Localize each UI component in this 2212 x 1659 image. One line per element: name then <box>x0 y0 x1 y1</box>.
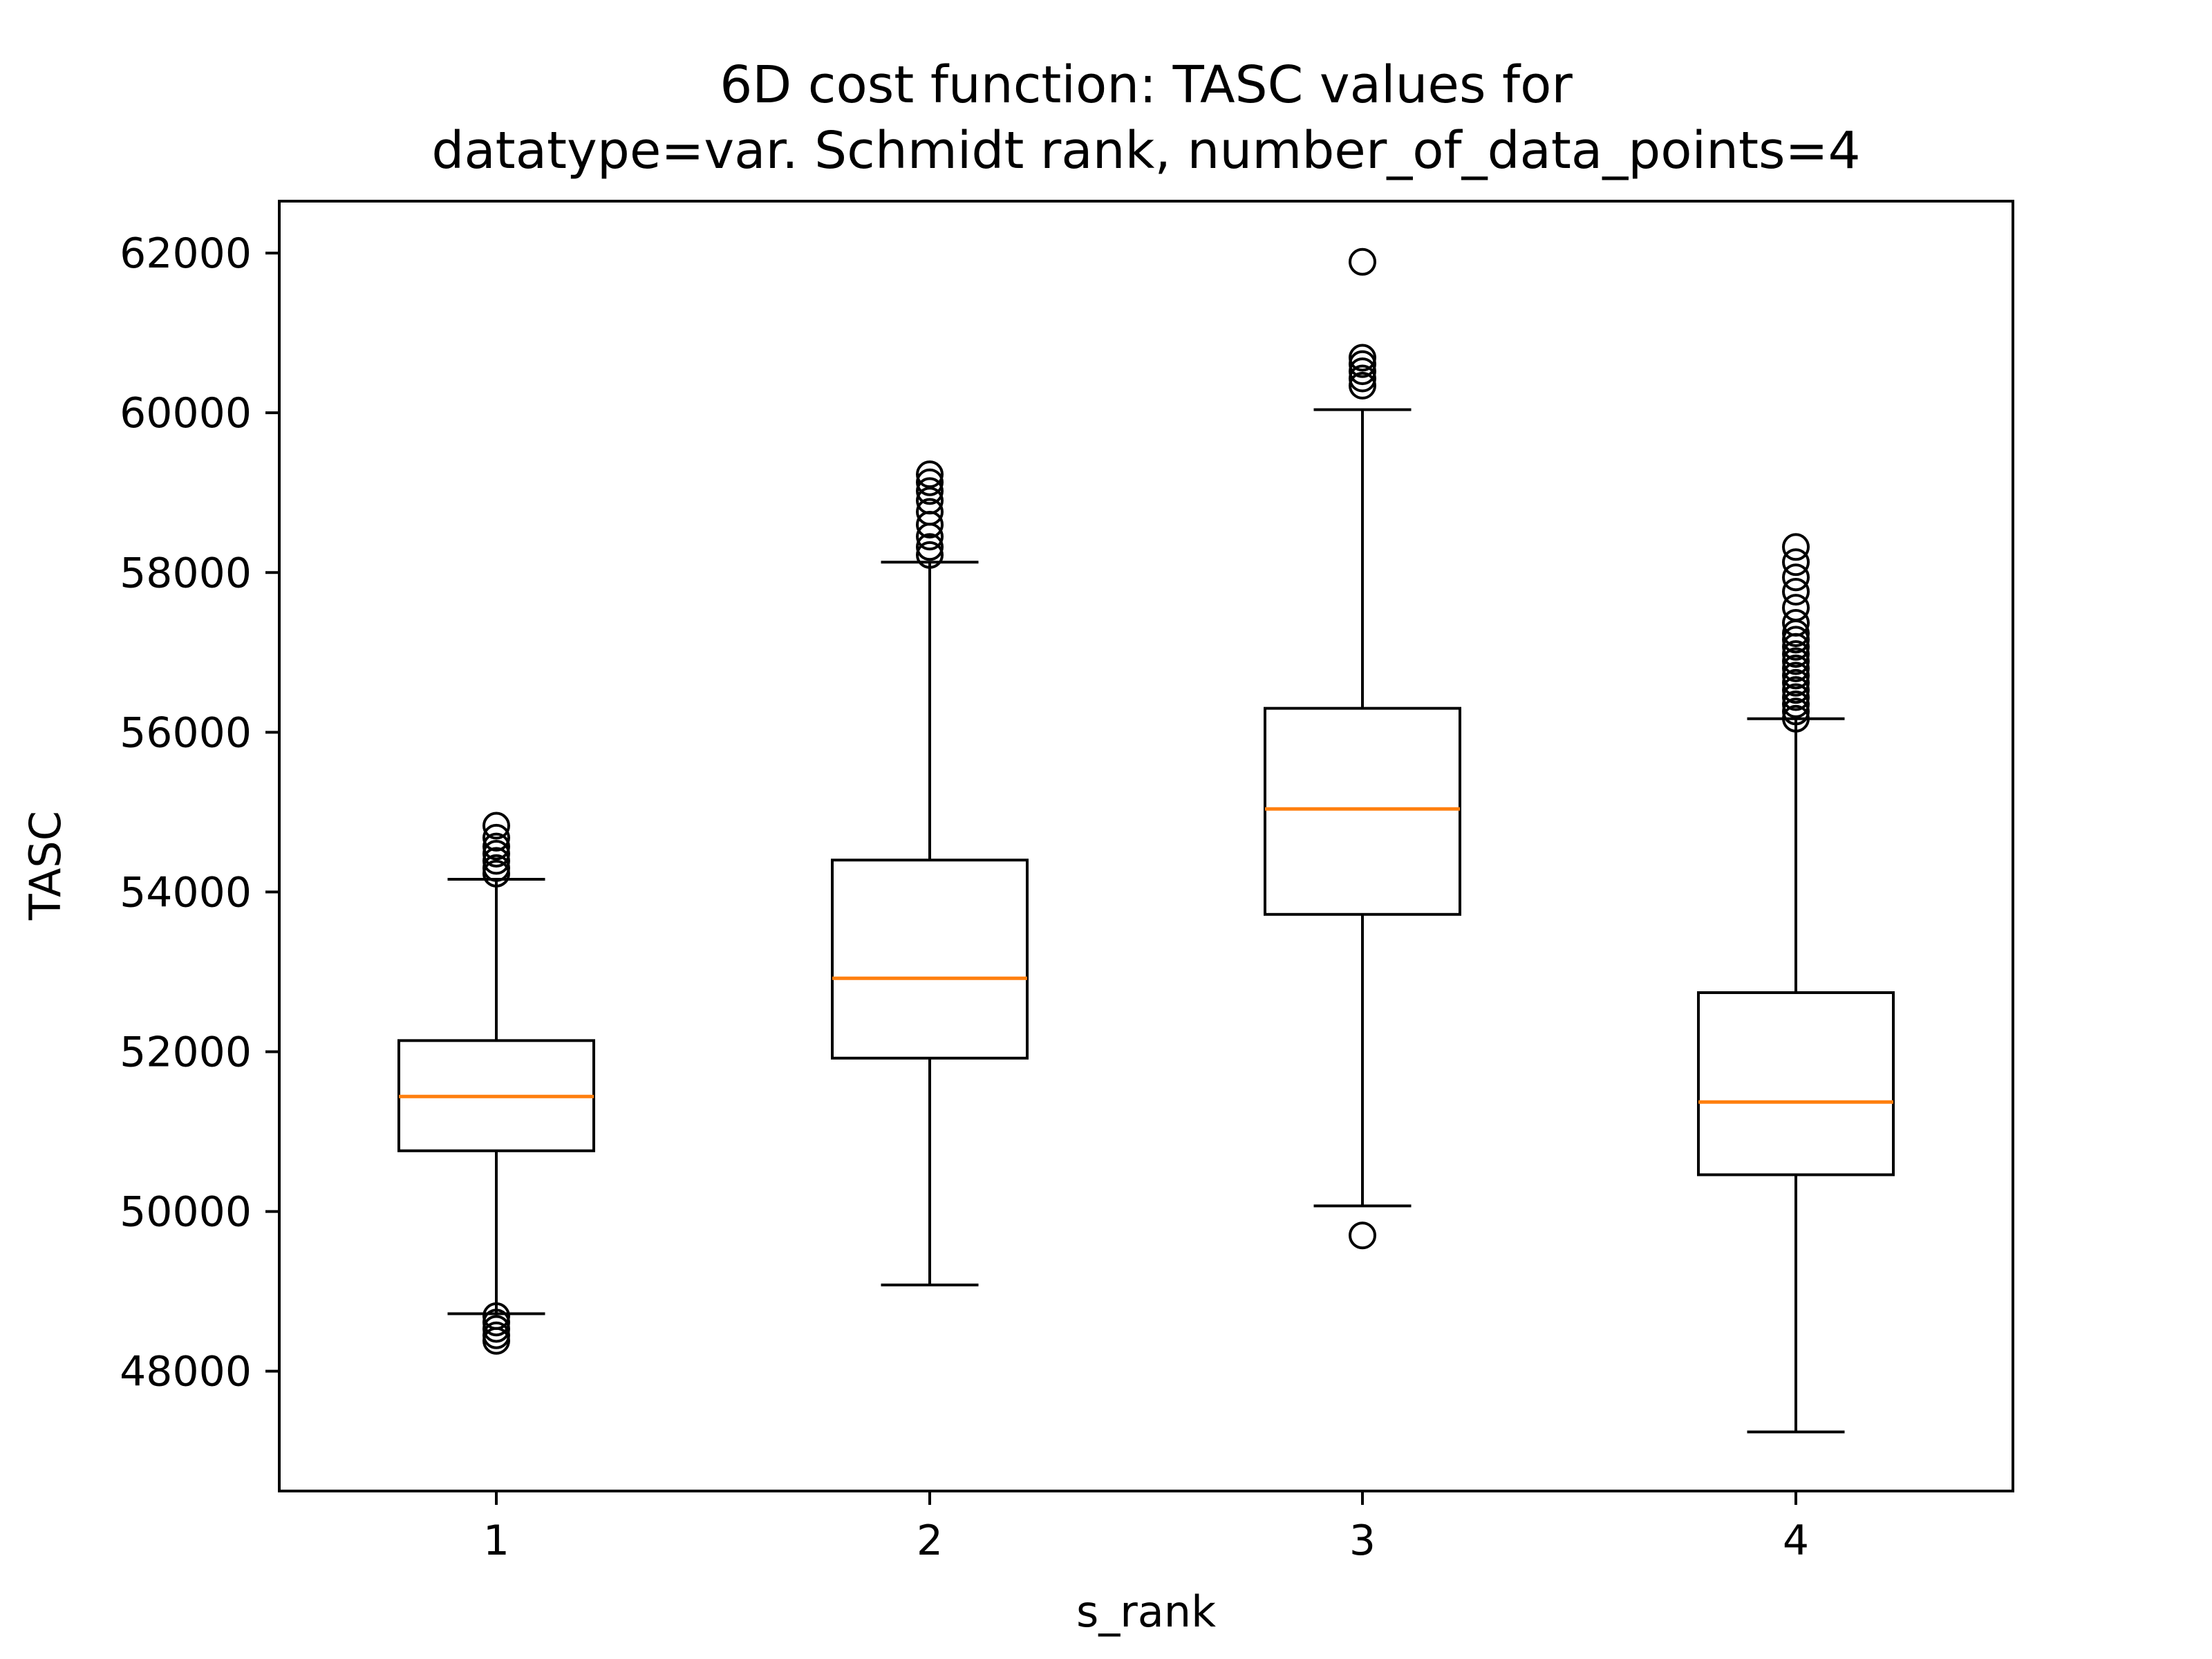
y-tick-label: 62000 <box>120 229 252 278</box>
outlier-point <box>916 541 944 569</box>
outlier-point <box>1782 548 1810 577</box>
plot-area-frame <box>278 200 2014 1492</box>
chart-title-line-1: 6D cost function: TASC values for <box>720 55 1573 115</box>
outlier-point <box>916 468 944 496</box>
outlier-point <box>482 1309 510 1337</box>
outlier-point <box>916 477 944 505</box>
outlier-point <box>482 1302 510 1330</box>
y-tick-label: 52000 <box>120 1029 252 1077</box>
x-tick-label: 3 <box>1349 1517 1376 1565</box>
y-tick-label: 58000 <box>120 549 252 597</box>
outlier-point <box>482 1321 510 1349</box>
outlier-point <box>1349 1221 1376 1250</box>
y-axis: 48000 50000 52000 54000 56000 58000 60000 62000 <box>120 229 279 1396</box>
box-group-2 <box>831 460 1029 1286</box>
y-tick-label: 50000 <box>120 1188 252 1237</box>
outlier-point <box>482 812 510 840</box>
y-tick-label: 60000 <box>120 389 252 438</box>
y-tick-label: 48000 <box>120 1348 252 1396</box>
chart-title-line-2: datatype=var. Schmidt rank, number_of_da… <box>431 121 1860 180</box>
plot-marks <box>397 247 1895 1434</box>
outlier-point <box>482 823 510 852</box>
box-iqr <box>1264 706 1461 916</box>
x-tick-label: 1 <box>483 1517 509 1565</box>
outlier-point <box>916 533 944 561</box>
outlier-point <box>1782 533 1810 561</box>
outlier-point <box>1349 344 1376 372</box>
outlier-point <box>482 847 510 875</box>
outlier-point <box>1782 690 1810 718</box>
outlier-point <box>1782 647 1810 675</box>
y-axis-label: TASC <box>20 811 71 921</box>
outlier-point <box>1349 357 1376 386</box>
outlier-point <box>1349 364 1376 393</box>
y-tick-label: 56000 <box>120 709 252 757</box>
outlier-point <box>482 854 510 882</box>
outlier-point <box>1782 683 1810 711</box>
outlier-point <box>1782 563 1810 592</box>
x-tick-label: 2 <box>917 1517 943 1565</box>
box-group-3 <box>1264 247 1461 1250</box>
outlier-point <box>482 1315 510 1343</box>
outlier-point <box>1782 697 1810 726</box>
outlier-point <box>1782 704 1810 733</box>
outlier-point <box>1782 640 1810 668</box>
outlier-point <box>916 498 944 526</box>
box-group-1 <box>397 812 595 1355</box>
outlier-point <box>1782 676 1810 704</box>
outlier-point <box>1782 577 1810 606</box>
box-group-4 <box>1697 533 1895 1434</box>
x-axis: 1 2 3 4 <box>483 1491 1809 1565</box>
outlier-point <box>482 839 510 868</box>
outlier-point <box>1349 247 1376 276</box>
x-tick-label: 4 <box>1783 1517 1809 1565</box>
outlier-point <box>1782 626 1810 654</box>
outlier-point <box>916 460 944 489</box>
outlier-point <box>1782 662 1810 690</box>
outlier-point <box>1782 594 1810 622</box>
box-iqr <box>1697 991 1895 1177</box>
x-axis-label: s_rank <box>1076 1586 1216 1637</box>
outlier-point <box>1349 350 1376 378</box>
outlier-point <box>482 832 510 861</box>
outlier-point <box>1782 609 1810 637</box>
y-tick-label: 54000 <box>120 868 252 917</box>
outlier-point <box>1782 668 1810 697</box>
box-iqr <box>831 859 1029 1060</box>
outlier-point <box>1349 371 1376 400</box>
outlier-point <box>1782 654 1810 682</box>
outlier-point <box>916 487 944 515</box>
